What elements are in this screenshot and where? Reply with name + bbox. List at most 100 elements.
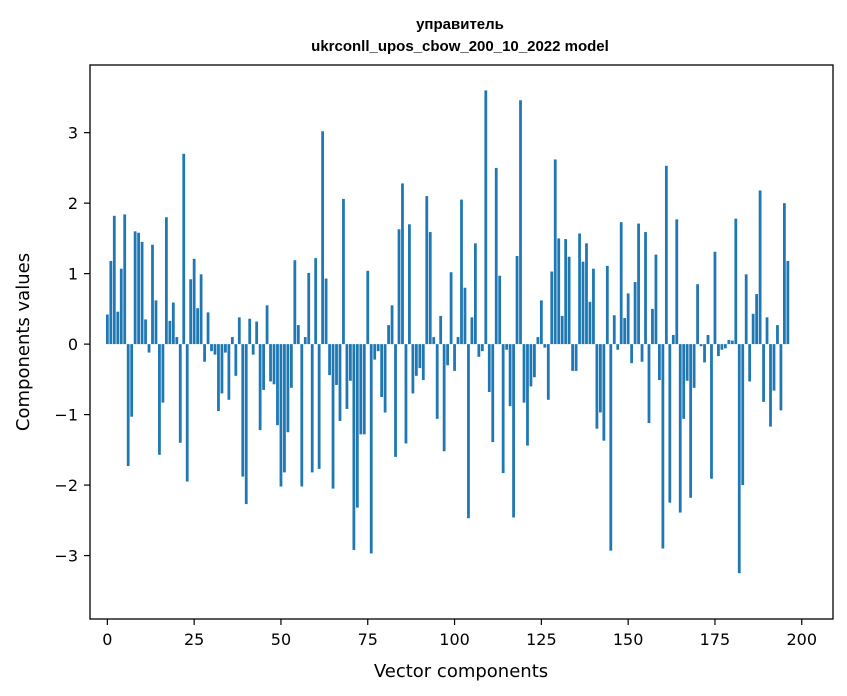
bar	[786, 260, 790, 345]
bar	[435, 344, 439, 419]
bar	[578, 233, 581, 345]
bar	[741, 344, 745, 486]
bar	[119, 268, 123, 345]
bar	[654, 254, 658, 345]
bar	[276, 344, 279, 426]
bar	[602, 344, 606, 441]
bar	[126, 344, 130, 467]
bar	[206, 312, 210, 345]
bar	[349, 344, 352, 381]
bar	[161, 344, 165, 403]
bar	[460, 199, 463, 345]
bar	[640, 344, 644, 362]
bar	[779, 344, 783, 411]
bar	[175, 337, 179, 345]
bar	[269, 344, 272, 382]
bar	[758, 190, 762, 345]
bars-group	[105, 90, 790, 574]
bar	[199, 274, 203, 345]
bar	[338, 344, 342, 421]
bar	[137, 232, 140, 345]
bar	[171, 302, 175, 345]
bar	[706, 334, 710, 345]
bar	[123, 214, 127, 345]
bar	[553, 159, 557, 345]
bar	[692, 344, 696, 388]
y-tick-label: 2	[68, 194, 78, 213]
bar	[244, 344, 248, 505]
bar	[432, 337, 436, 345]
bar	[508, 344, 512, 407]
bar	[727, 339, 731, 345]
bar	[265, 305, 269, 345]
bar	[658, 344, 661, 381]
bar	[703, 344, 706, 363]
bar	[581, 261, 585, 345]
bar	[220, 344, 224, 394]
y-tick-label: −1	[54, 406, 78, 425]
bar	[387, 325, 390, 345]
bar	[668, 344, 672, 503]
bar	[560, 315, 564, 345]
bar	[109, 260, 113, 345]
bar	[539, 300, 543, 345]
y-tick-label: −3	[54, 547, 78, 566]
bar	[512, 344, 515, 518]
bar	[373, 344, 377, 360]
bar	[196, 308, 200, 345]
bar	[234, 344, 238, 376]
bar	[519, 100, 522, 345]
bar	[453, 344, 456, 371]
bar	[533, 344, 536, 378]
bar	[494, 167, 498, 345]
bar	[182, 153, 186, 345]
bar	[289, 344, 293, 388]
x-tick-label: 100	[439, 630, 470, 649]
y-tick-label: 0	[68, 335, 78, 354]
bar	[717, 344, 720, 357]
bar	[626, 293, 630, 345]
bar	[210, 344, 213, 352]
bar	[140, 241, 144, 345]
bar	[203, 344, 206, 362]
bar	[522, 344, 526, 403]
bar	[255, 321, 259, 345]
bar	[723, 344, 727, 349]
y-axis-ticks: −3 −2 −1 0 1 2 3	[54, 124, 90, 566]
bar	[515, 256, 519, 345]
bar	[661, 344, 665, 549]
bar	[682, 344, 686, 419]
x-tick-label: 25	[184, 630, 204, 649]
y-tick-label: −2	[54, 476, 78, 495]
bar	[359, 344, 363, 435]
bar	[664, 165, 668, 345]
bar	[720, 344, 724, 350]
bar	[605, 265, 609, 345]
bar	[258, 344, 262, 431]
bar	[428, 232, 432, 345]
bar	[546, 344, 550, 400]
bar	[623, 318, 627, 345]
bar	[751, 313, 755, 345]
bar	[411, 344, 415, 394]
bar	[293, 260, 297, 345]
bar	[414, 344, 418, 376]
bar	[355, 344, 359, 508]
bar	[390, 305, 394, 345]
bar	[425, 196, 429, 345]
bar	[397, 229, 401, 345]
bar	[418, 344, 422, 369]
bar	[310, 344, 314, 473]
bar	[185, 344, 189, 482]
bar	[592, 268, 595, 345]
bar	[526, 344, 529, 446]
bar	[755, 294, 759, 345]
bar	[362, 344, 366, 435]
bar	[588, 301, 592, 345]
bar	[598, 344, 602, 413]
bar	[685, 344, 689, 381]
bar	[307, 272, 311, 345]
bar	[283, 344, 286, 473]
bar	[675, 219, 679, 345]
bar	[303, 337, 307, 345]
